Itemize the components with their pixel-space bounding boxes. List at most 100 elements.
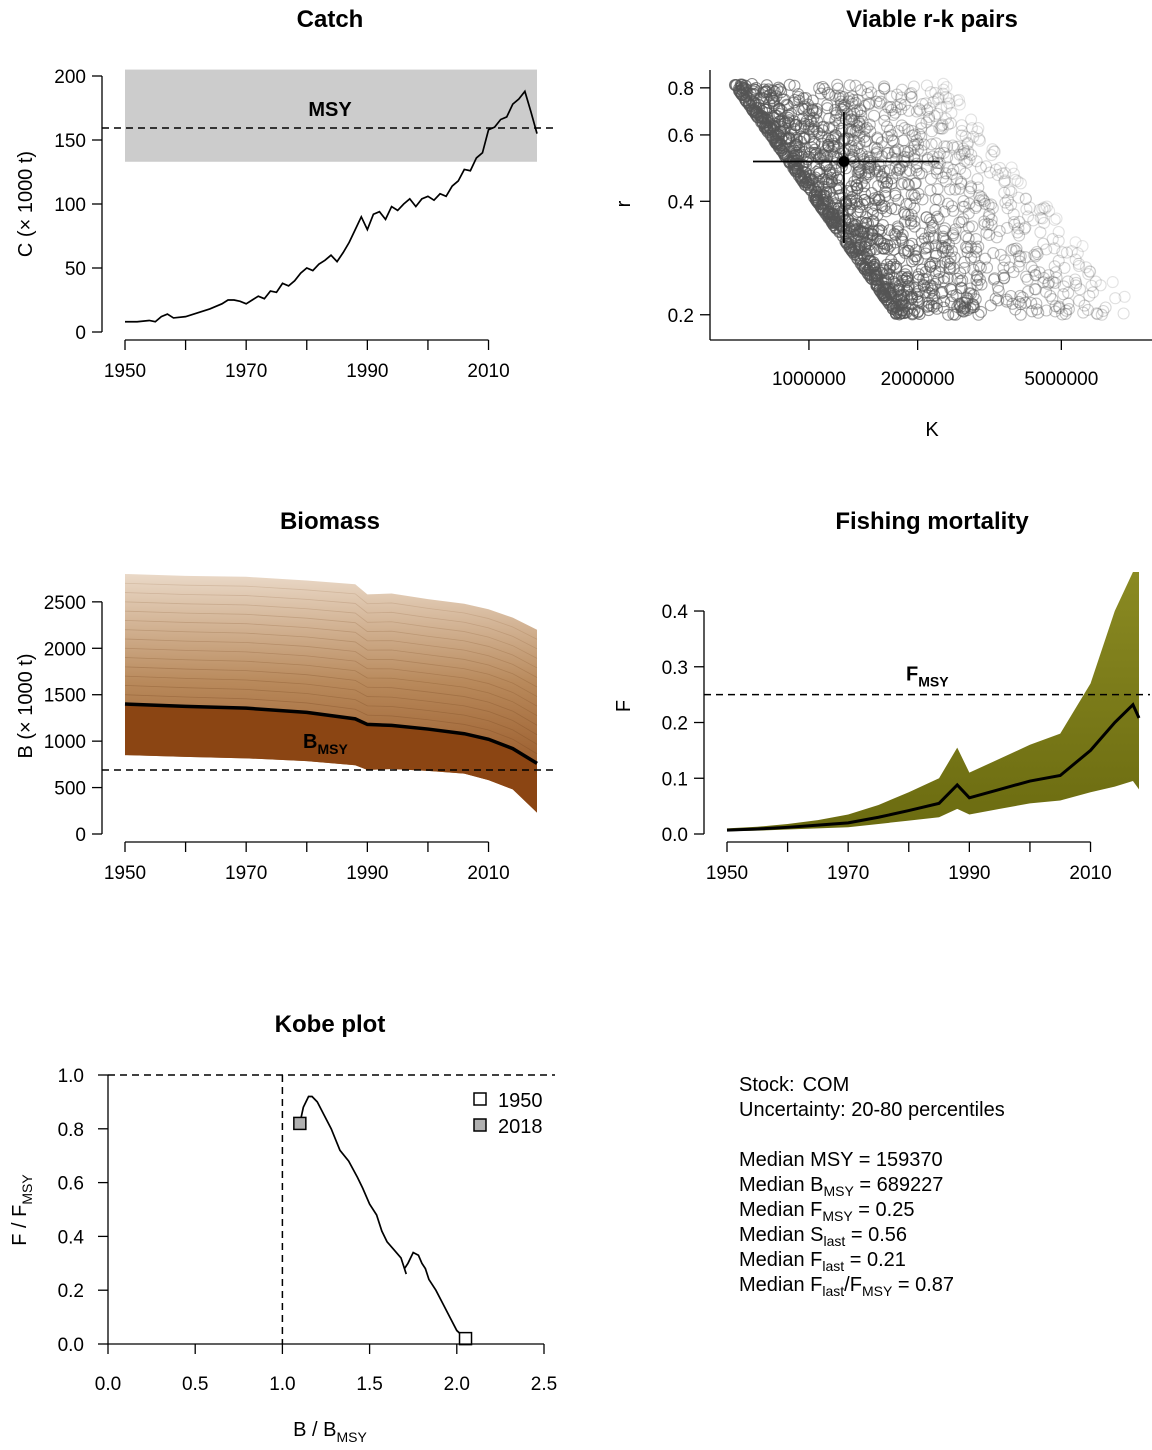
fmort-envelope	[727, 572, 1139, 832]
rk-best-estimate	[752, 112, 940, 244]
biomass-x-tick-label: 2010	[467, 863, 509, 884]
biomass-trajectory	[124, 685, 538, 745]
rk-point	[987, 273, 1001, 286]
summary-value: = 689227	[854, 1174, 944, 1196]
fmort-y-tick-label: 0.0	[662, 825, 688, 846]
rk-ylabel: r	[613, 200, 635, 207]
rk-point	[1057, 288, 1070, 301]
rk-point	[993, 225, 1006, 238]
rk-point	[886, 134, 899, 147]
rk-point	[971, 278, 984, 291]
rk-point	[1005, 185, 1018, 199]
rk-point	[863, 118, 876, 131]
rk-point	[789, 165, 802, 178]
rk-point	[964, 251, 978, 264]
rk-y-tick-label: 0.2	[668, 306, 694, 327]
biomass-envelope-upper	[125, 574, 537, 813]
rk-y-tick-label: 0.6	[668, 126, 694, 147]
rk-point	[945, 106, 958, 119]
rk-point	[1020, 270, 1033, 283]
rk-point	[734, 86, 747, 99]
rk-point	[859, 135, 872, 148]
rk-point	[991, 280, 1004, 294]
rk-point	[984, 299, 997, 312]
rk-point	[1001, 221, 1014, 234]
biomass-title: Biomass	[280, 508, 380, 535]
biomass-trajectory	[124, 666, 538, 726]
biomass-trajectory	[124, 694, 538, 755]
rk-point	[1081, 303, 1094, 316]
rk-point	[964, 240, 977, 253]
rk-point	[1040, 243, 1053, 256]
rk-point	[985, 149, 998, 162]
summary-subscript: MSY	[862, 1283, 893, 1299]
rk-point	[758, 121, 771, 134]
rk-point	[978, 197, 991, 210]
rk-point	[932, 162, 945, 175]
rk-point	[906, 290, 919, 303]
biomass-trajectory	[124, 657, 538, 717]
rk-point	[854, 84, 868, 97]
rk-point	[932, 91, 945, 104]
rk-point	[868, 270, 881, 283]
rk-point	[1046, 293, 1059, 306]
rk-point	[1009, 173, 1022, 186]
rk-point	[961, 156, 974, 169]
rk-point	[852, 115, 865, 128]
biomass-x-tick-label: 1950	[104, 863, 146, 884]
rk-point	[1069, 253, 1082, 266]
summary-line: Median Flast = 0.21	[739, 1249, 906, 1274]
rk-point	[971, 125, 984, 138]
rk-point	[875, 224, 888, 237]
rk-point	[991, 168, 1004, 182]
rk-point	[1062, 286, 1075, 299]
rk-point	[910, 157, 923, 170]
rk-point	[1052, 234, 1065, 247]
rk-point	[999, 196, 1012, 209]
rk-point	[907, 80, 920, 93]
rk-point	[992, 284, 1005, 297]
rk-point	[908, 138, 921, 151]
rk-point	[973, 134, 986, 147]
rk-point	[961, 246, 974, 259]
rk-point	[937, 83, 950, 96]
rk-point	[981, 218, 995, 231]
rk-point	[912, 187, 925, 200]
rk-point	[970, 200, 983, 213]
biomass-y-tick-label: 2000	[44, 639, 86, 660]
catch-y-tick-label: 0	[75, 323, 86, 344]
summary-subscript: last	[824, 1233, 846, 1249]
rk-point	[1030, 303, 1043, 316]
rk-point	[904, 214, 917, 227]
rk-point	[1030, 245, 1043, 259]
rk-point	[837, 90, 850, 103]
rk-point	[861, 88, 874, 101]
rk-point	[872, 89, 886, 103]
rk-point	[885, 129, 898, 142]
rk-point	[802, 118, 815, 131]
rk-point	[928, 277, 942, 290]
rk-point	[892, 303, 905, 316]
kobe-x-tick-label: 1.0	[269, 1374, 295, 1395]
rk-point	[972, 181, 985, 194]
rk-point	[893, 163, 907, 176]
rk-point	[892, 193, 905, 207]
rk-point	[860, 134, 873, 147]
rk-point	[983, 228, 996, 242]
rk-point	[861, 81, 874, 94]
rk-point	[969, 201, 982, 215]
rk-point	[888, 146, 901, 159]
rk-point	[862, 97, 876, 110]
rk-point	[917, 280, 930, 293]
rk-point	[1033, 203, 1046, 216]
rk-point	[933, 122, 946, 135]
rk-point	[964, 180, 978, 193]
rk-point	[901, 280, 915, 293]
rk-point	[1037, 216, 1051, 229]
fmort-ylabel: F	[613, 700, 635, 712]
catch-title: Catch	[297, 6, 364, 33]
rk-point	[1014, 289, 1027, 302]
rk-title: Viable r-k pairs	[846, 6, 1018, 33]
rk-point	[908, 128, 921, 141]
rk-point	[909, 243, 923, 257]
